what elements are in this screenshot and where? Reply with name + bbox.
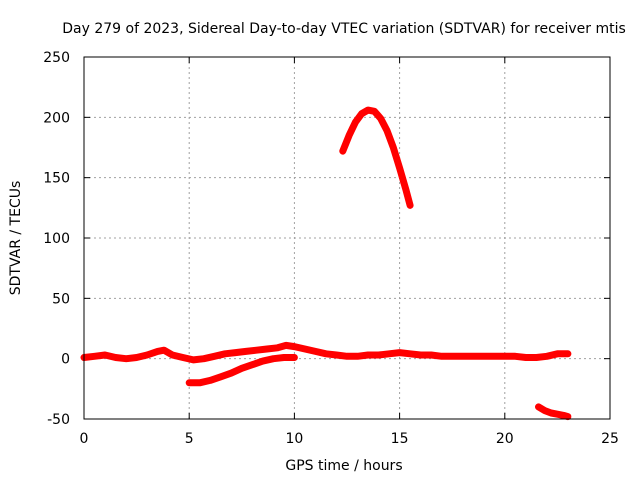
plot-frame: [83, 56, 611, 420]
series-line-baseline-band: [80, 341, 572, 364]
series-line-late-segment: [535, 403, 572, 421]
x-tick-label: 25: [601, 431, 619, 447]
x-axis-title: GPS time / hours: [285, 458, 402, 474]
series-line-peak-arc: [339, 106, 414, 209]
y-tick-label: 0: [61, 352, 70, 368]
y-axis-title: SDTVAR / TECUs: [8, 181, 24, 296]
x-tick-label: 0: [80, 431, 89, 447]
y-tick-label: 50: [52, 291, 70, 307]
y-tick-label: 250: [43, 50, 70, 66]
x-tick-label: 5: [185, 431, 194, 447]
y-tick-label: -50: [47, 412, 70, 428]
x-tick-label: 15: [391, 431, 409, 447]
y-tick-label: 150: [43, 171, 70, 187]
x-tick-label: 20: [496, 431, 514, 447]
y-tick-label: 200: [43, 110, 70, 126]
y-tick-label: 100: [43, 231, 70, 247]
chart-title: Day 279 of 2023, Sidereal Day-to-day VTE…: [62, 21, 626, 37]
x-tick-label: 10: [285, 431, 303, 447]
grid-lines: [84, 57, 610, 419]
axis-ticks: 0 5 10 15 20 25 -50 0 50 100 150 200 250: [43, 50, 619, 447]
series-line-negative-branch: [185, 354, 298, 387]
data-series: [80, 106, 572, 421]
